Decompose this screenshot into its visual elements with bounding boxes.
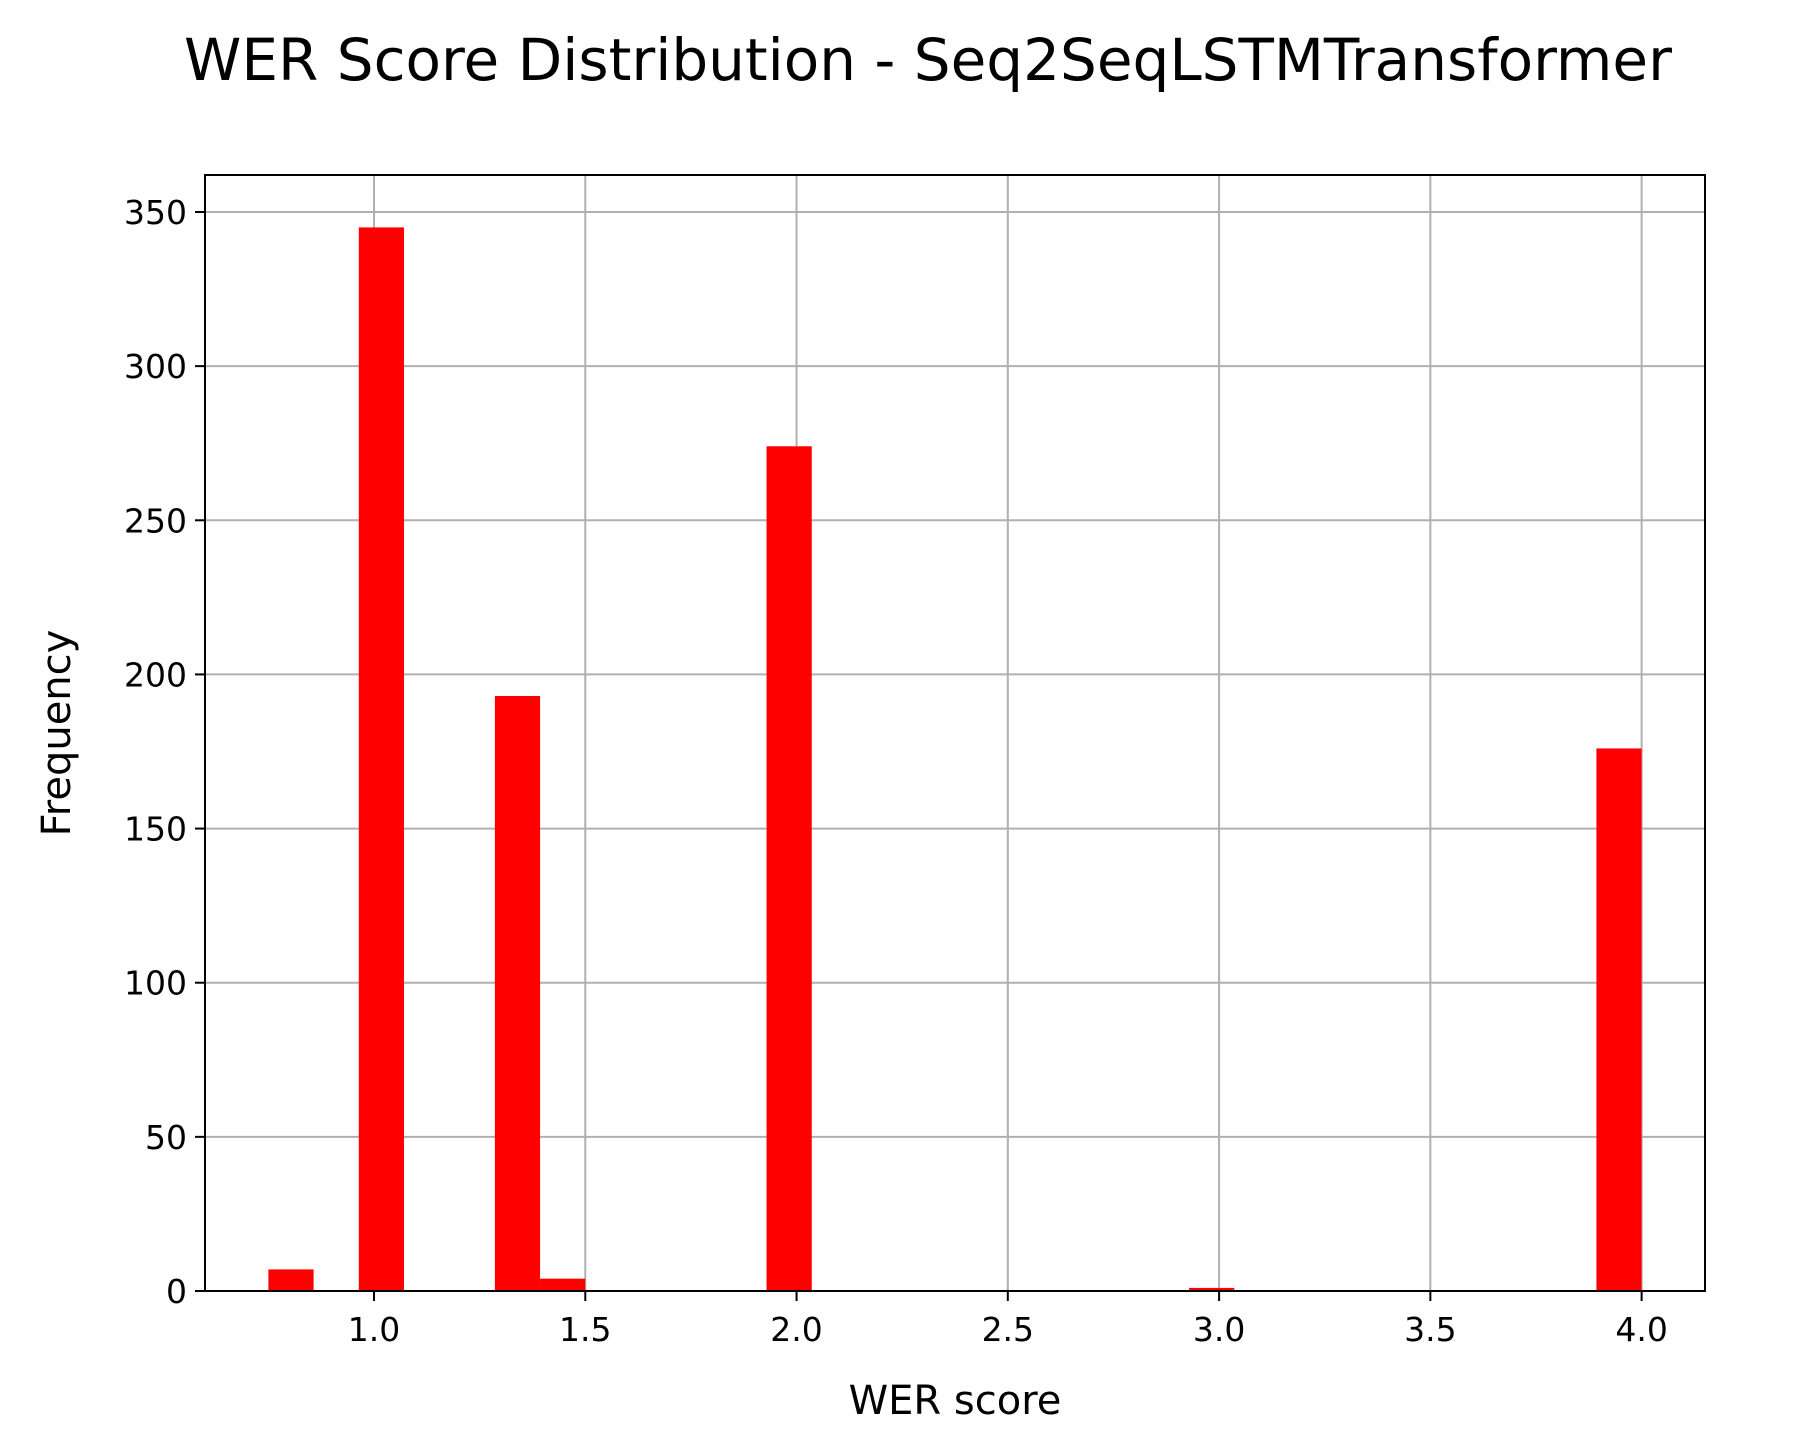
y-tick-label: 300	[124, 347, 187, 386]
x-axis-label: WER score	[849, 1378, 1062, 1424]
x-tick-label: 1.0	[348, 1310, 400, 1349]
histogram-bar	[358, 227, 405, 1292]
histogram-bar	[1189, 1287, 1235, 1291]
plot-frame	[204, 174, 1706, 1292]
y-tick-label: 50	[145, 1118, 187, 1157]
chart-title: WER Score Distribution - Seq2SeqLSTMTran…	[184, 26, 1672, 94]
x-tick-label: 2.0	[770, 1310, 822, 1349]
y-tick-label: 350	[124, 193, 187, 232]
axis-ticks: 1.0 1.5 2.0 2.5 3.0 3.5 4.0 0 50 100 150 200 250 300 3…	[124, 193, 1668, 1349]
histogram-bar	[766, 446, 812, 1291]
x-tick-label: 2.5	[982, 1310, 1034, 1349]
histogram-bar	[268, 1269, 314, 1291]
histogram-bars	[268, 227, 1642, 1292]
x-tick-label: 4.0	[1615, 1310, 1667, 1349]
y-tick-label: 150	[124, 810, 187, 849]
y-tick-label: 0	[166, 1272, 187, 1311]
histogram-bar	[1596, 748, 1642, 1291]
y-tick-label: 250	[124, 501, 187, 540]
histogram-bar	[540, 1278, 586, 1291]
histogram-bar	[494, 696, 541, 1291]
grid-lines	[205, 175, 1705, 1292]
x-tick-label: 1.5	[559, 1310, 611, 1349]
y-tick-label: 200	[124, 655, 187, 694]
y-tick-label: 100	[124, 964, 187, 1003]
x-tick-label: 3.0	[1193, 1310, 1245, 1349]
x-tick-label: 3.5	[1404, 1310, 1456, 1349]
y-axis-label: Frequency	[34, 630, 80, 837]
